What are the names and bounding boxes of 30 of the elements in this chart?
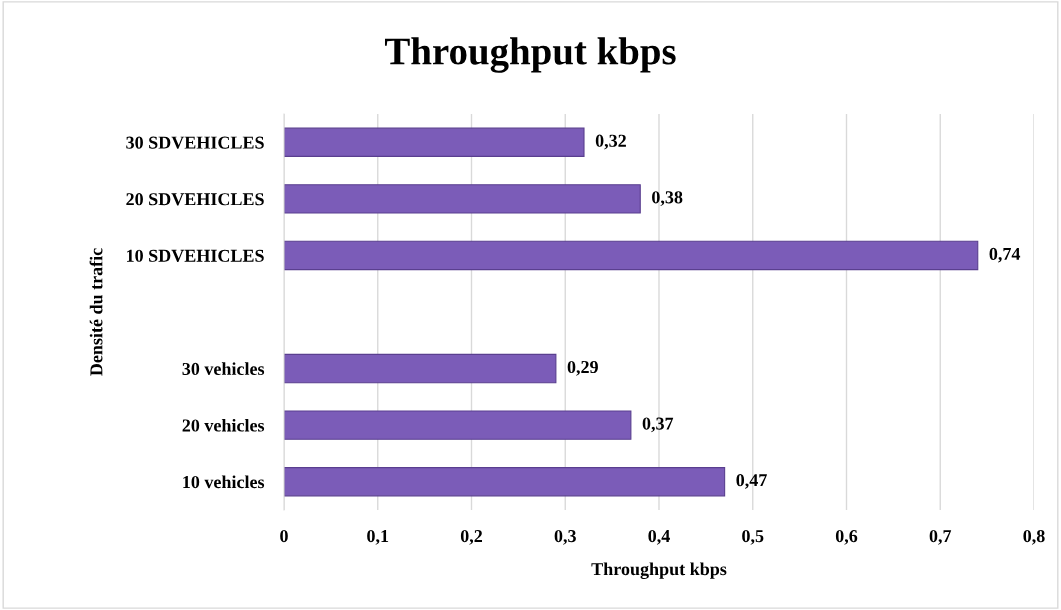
bar (284, 240, 979, 271)
data-label: 0,32 (595, 134, 626, 150)
y-axis-title: Densité du trafic (89, 248, 103, 376)
y-tick-label: 30 vehicles (182, 362, 265, 376)
x-tick-label: 0,2 (460, 529, 483, 545)
bar (284, 184, 641, 214)
x-tick-label: 0,7 (929, 529, 952, 545)
data-label: 0,38 (652, 191, 683, 206)
data-label: 0,47 (736, 474, 767, 489)
x-tick-label: 0,3 (554, 529, 576, 545)
y-tick-label: 10 SDVEHICLES (127, 249, 264, 262)
x-axis-title: Throughput kbps (591, 562, 727, 579)
x-tick-label: 0,6 (835, 529, 858, 545)
bar (284, 410, 632, 440)
y-tick-label: 20 SDVEHICLES (126, 193, 264, 206)
data-label: 0,29 (567, 360, 598, 376)
x-tick-label: 0,1 (367, 529, 389, 545)
x-tick-label: 0,4 (648, 529, 670, 545)
x-tick-label: 0 (280, 529, 288, 543)
y-tick-label: 30 SDVEHICLES (126, 136, 264, 149)
x-tick-label: 0,5 (742, 529, 764, 545)
chart-title: Throughput kbps (384, 37, 676, 73)
y-tick-label: 10 vehicles (183, 475, 265, 489)
y-tick-label: 20 vehicles (182, 418, 265, 432)
bar (284, 353, 557, 384)
bar (284, 467, 726, 497)
x-tick-label: 0,8 (1023, 529, 1045, 545)
bar (284, 127, 585, 157)
data-label: 0,37 (642, 417, 674, 433)
data-label: 0,74 (989, 247, 1021, 263)
